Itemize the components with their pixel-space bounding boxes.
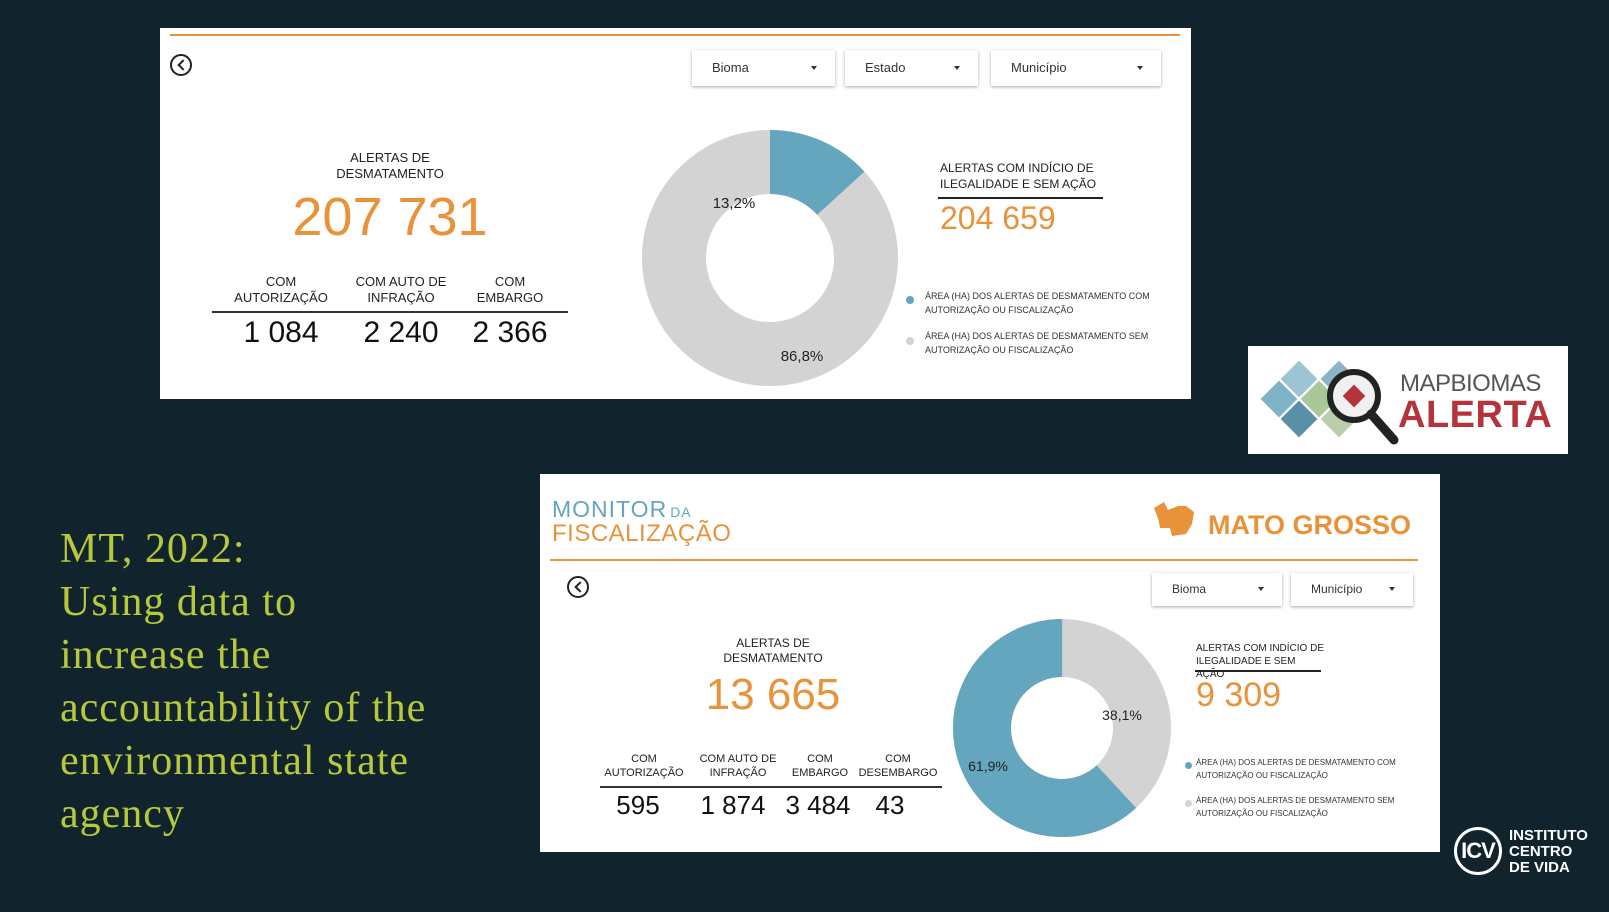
mapbiomas-logo: MAPBIOMAS ALERTA bbox=[1248, 346, 1568, 454]
heading-line: Using data to bbox=[60, 579, 297, 625]
chevron-down-icon bbox=[1258, 587, 1264, 591]
mapbiomas-mark-icon bbox=[1260, 360, 1399, 445]
total-alerts-label: ALERTAS DE DESMATAMENTO bbox=[336, 150, 444, 181]
stat-label-auto-infracao: COM AUTO DE INFRAÇÃO bbox=[355, 274, 447, 305]
stats-divider bbox=[212, 311, 568, 313]
dropdown-municipio[interactable]: Município bbox=[991, 50, 1161, 86]
chevron-down-icon bbox=[1389, 587, 1395, 591]
stat-value-embargo: 3 484 bbox=[785, 790, 851, 820]
stat-label-desembargo: COM DESEMBARGO bbox=[858, 753, 938, 779]
chevron-down-icon bbox=[954, 66, 960, 70]
mato-grosso-map-icon bbox=[1154, 502, 1194, 536]
donut-segment-with bbox=[642, 130, 898, 386]
donut-label-without: 86,8% bbox=[781, 348, 824, 365]
dropdown-estado[interactable]: Estado bbox=[845, 50, 978, 86]
chevron-down-icon bbox=[1137, 66, 1143, 70]
legend-dot-with bbox=[1185, 762, 1192, 769]
illegal-alerts-value: 204 659 bbox=[940, 200, 1056, 236]
illegal-alerts-value: 9 309 bbox=[1196, 676, 1282, 714]
illegal-divider bbox=[1195, 670, 1321, 672]
header-rule bbox=[550, 559, 1418, 561]
top-dashboard-screenshot: Bioma Estado Município ALERTAS DE DESMAT… bbox=[160, 28, 1191, 399]
legend-with: ÁREA (HA) DOS ALERTAS DE DESMATAMENTO CO… bbox=[1196, 758, 1396, 780]
illegal-alerts-label: ALERTAS COM INDÍCIO DE ILEGALIDADE E SEM… bbox=[940, 161, 1097, 191]
icv-logo: ICV INSTITUTO CENTRO DE VIDA bbox=[1452, 824, 1602, 884]
stat-label-embargo: COM EMBARGO bbox=[476, 274, 544, 305]
brand-line1-small: DA bbox=[670, 504, 692, 520]
dropdown-bioma[interactable]: Bioma bbox=[692, 50, 835, 86]
brand-monitor: MONITOR DA bbox=[552, 496, 692, 523]
icv-line3: DE VIDA bbox=[1509, 859, 1570, 876]
heading-line: agency bbox=[60, 791, 185, 837]
total-alerts-value: 207 731 bbox=[292, 187, 488, 247]
brand-line1: MONITOR bbox=[552, 496, 668, 522]
heading-line: increase the bbox=[60, 632, 272, 678]
total-alerts-value: 13 665 bbox=[705, 670, 841, 719]
mapbiomas-text-line2: ALERTA bbox=[1398, 394, 1553, 436]
dropdown-label: Município bbox=[1011, 60, 1067, 75]
donut-label-with: 61,9% bbox=[968, 758, 1008, 774]
back-icon[interactable] bbox=[567, 576, 589, 598]
donut-label-with: 13,2% bbox=[713, 195, 756, 212]
back-icon[interactable] bbox=[170, 54, 192, 76]
icv-line1: INSTITUTO bbox=[1509, 827, 1588, 844]
stat-label-autorizacao: COM AUTORIZAÇÃO bbox=[234, 274, 328, 305]
icv-mark-icon bbox=[1454, 827, 1502, 875]
donut-label-without: 38,1% bbox=[1102, 707, 1142, 723]
donut-chart: 13,2% 86,8% bbox=[642, 130, 898, 386]
icv-mark-text: ICV bbox=[1461, 838, 1496, 863]
legend-with: ÁREA (HA) DOS ALERTAS DE DESMATAMENTO CO… bbox=[925, 291, 1150, 315]
stat-value-autorizacao: 595 bbox=[616, 790, 660, 820]
donut-chart: 38,1% 61,9% bbox=[953, 619, 1171, 837]
legend-dot-with bbox=[906, 296, 914, 304]
bottom-dashboard-screenshot: MONITOR DA FISCALIZAÇÃO MATO GROSSO Bioma… bbox=[540, 474, 1440, 852]
legend-without: ÁREA (HA) DOS ALERTAS DE DESMATAMENTO SE… bbox=[925, 331, 1149, 355]
dropdown-label: Bioma bbox=[1172, 582, 1207, 596]
dropdown-label: Município bbox=[1311, 582, 1363, 596]
dropdown-municipio[interactable]: Município bbox=[1291, 573, 1413, 606]
legend-dot-without bbox=[1185, 800, 1192, 807]
dropdown-label: Estado bbox=[865, 60, 906, 75]
stats-divider bbox=[600, 786, 942, 788]
stat-label-embargo: COM EMBARGO bbox=[791, 753, 849, 779]
slide-heading: MT, 2022: Using data to increase the acc… bbox=[60, 523, 520, 841]
chevron-down-icon bbox=[811, 66, 817, 70]
state-title: MATO GROSSO bbox=[1208, 510, 1412, 540]
stat-label-auto-infracao: COM AUTO DE INFRAÇÃO bbox=[699, 753, 777, 779]
total-alerts-label: ALERTAS DE DESMATAMENTO bbox=[723, 636, 823, 665]
stat-value-auto-infracao: 1 874 bbox=[700, 790, 766, 820]
stat-value-desembargo: 43 bbox=[875, 790, 905, 820]
stat-value-autorizacao: 1 084 bbox=[243, 316, 319, 349]
brand-fiscalizacao: FISCALIZAÇÃO bbox=[552, 520, 732, 547]
legend-dot-without bbox=[906, 337, 914, 345]
dropdown-bioma[interactable]: Bioma bbox=[1152, 573, 1282, 606]
illegal-divider bbox=[938, 197, 1103, 199]
icv-line2: CENTRO bbox=[1509, 843, 1573, 860]
dropdown-label: Bioma bbox=[712, 60, 749, 75]
legend-without: ÁREA (HA) DOS ALERTAS DE DESMATAMENTO SE… bbox=[1196, 796, 1395, 818]
illegal-alerts-label: ALERTAS COM INDÍCIO DE ILEGALIDADE E SEM… bbox=[1196, 643, 1324, 680]
stat-label-autorizacao: COM AUTORIZAÇÃO bbox=[604, 753, 684, 779]
mapbiomas-text-line1: MAPBIOMAS bbox=[1400, 370, 1541, 397]
header-rule bbox=[170, 34, 1180, 36]
heading-line: MT, 2022: bbox=[60, 526, 246, 572]
donut-segment-with bbox=[953, 619, 1171, 837]
stat-value-embargo: 2 366 bbox=[472, 316, 548, 349]
stat-value-auto-infracao: 2 240 bbox=[363, 316, 439, 349]
heading-line: environmental state bbox=[60, 738, 410, 784]
heading-line: accountability of the bbox=[60, 685, 427, 731]
